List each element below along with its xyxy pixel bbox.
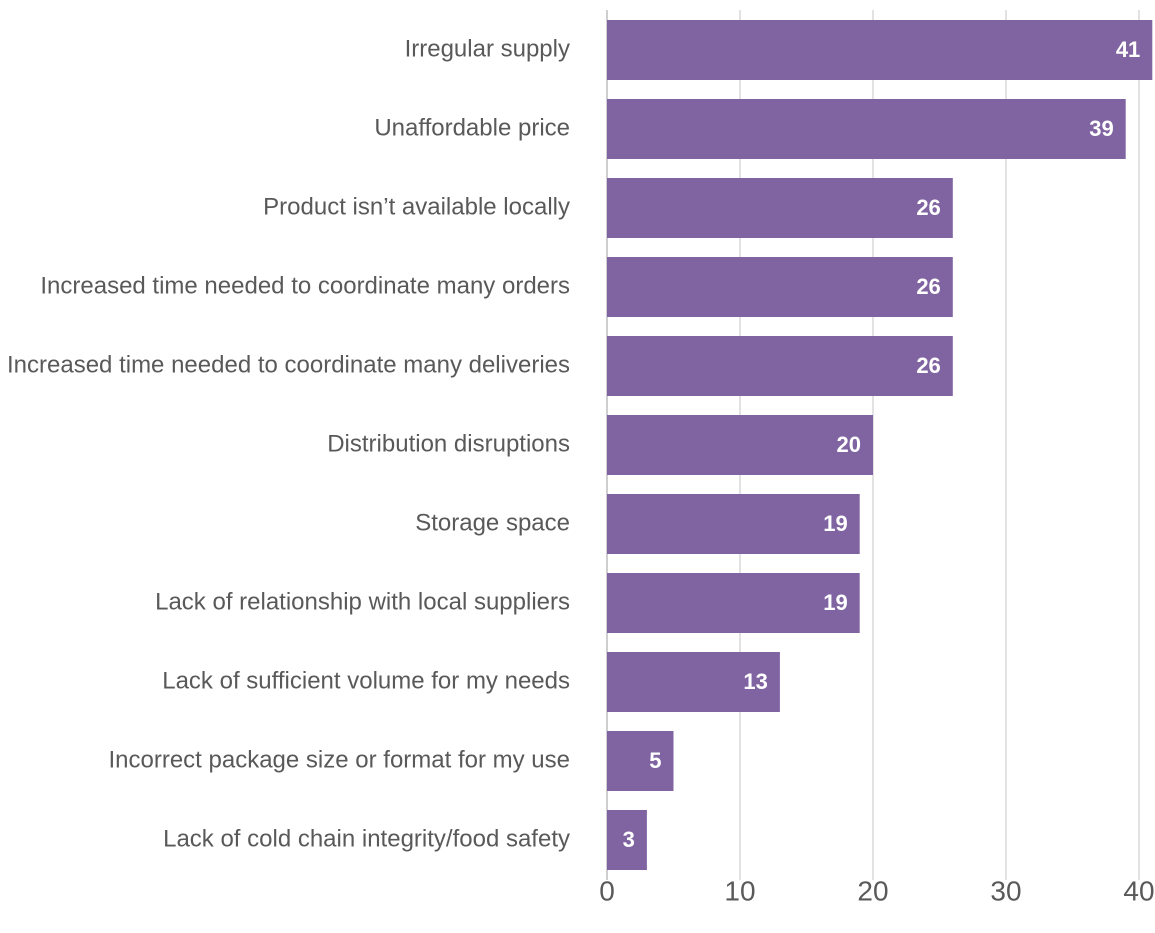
bar [607, 573, 860, 633]
value-label: 13 [743, 669, 767, 694]
y-tick-label: Incorrect package size or format for my … [108, 746, 570, 773]
value-label: 26 [916, 274, 940, 299]
y-tick-label: Lack of relationship with local supplier… [155, 588, 570, 615]
x-tick-label: 40 [1123, 875, 1154, 906]
y-tick-label: Lack of sufficient volume for my needs [162, 667, 570, 694]
value-label: 26 [916, 353, 940, 378]
x-tick-label: 20 [857, 875, 888, 906]
value-label: 20 [837, 432, 861, 457]
bar [607, 178, 953, 238]
value-label: 19 [823, 511, 847, 536]
value-label: 5 [649, 748, 661, 773]
y-tick-label: Increased time needed to coordinate many… [40, 272, 570, 299]
value-label: 3 [623, 827, 635, 852]
x-tick-label: 10 [724, 875, 755, 906]
value-label: 26 [916, 195, 940, 220]
x-tick-label: 0 [599, 875, 615, 906]
y-tick-label: Increased time needed to coordinate many… [7, 351, 570, 378]
bar [607, 731, 674, 791]
y-tick-label: Irregular supply [405, 35, 570, 62]
value-label: 39 [1089, 116, 1113, 141]
y-tick-label: Storage space [415, 509, 570, 536]
y-tick-label: Distribution disruptions [327, 430, 570, 457]
bar [607, 652, 780, 712]
bar [607, 99, 1126, 159]
bar [607, 257, 953, 317]
bar [607, 20, 1153, 80]
y-tick-label: Unaffordable price [374, 114, 570, 141]
x-tick-label: 30 [990, 875, 1021, 906]
bar [607, 415, 873, 475]
bar [607, 494, 860, 554]
y-tick-label: Product isn’t available locally [263, 193, 570, 220]
value-label: 19 [823, 590, 847, 615]
bar [607, 336, 953, 396]
bar [607, 810, 647, 870]
value-label: 41 [1116, 37, 1140, 62]
y-tick-label: Lack of cold chain integrity/food safety [163, 825, 570, 852]
